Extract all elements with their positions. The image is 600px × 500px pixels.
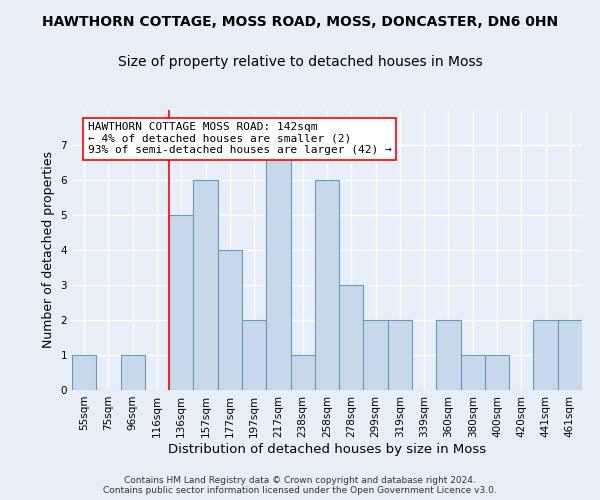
Bar (193, 180, 218, 390)
Y-axis label: Number of detached properties: Number of detached properties (42, 152, 55, 348)
Bar (169, 215, 193, 390)
X-axis label: Distribution of detached houses by size in Moss: Distribution of detached houses by size … (168, 442, 486, 456)
Bar (218, 250, 242, 390)
Bar (121, 355, 145, 390)
Text: Size of property relative to detached houses in Moss: Size of property relative to detached ho… (118, 55, 482, 69)
Bar (485, 355, 509, 390)
Text: Contains HM Land Registry data © Crown copyright and database right 2024.
Contai: Contains HM Land Registry data © Crown c… (103, 476, 497, 495)
Bar (266, 145, 290, 390)
Text: HAWTHORN COTTAGE, MOSS ROAD, MOSS, DONCASTER, DN6 0HN: HAWTHORN COTTAGE, MOSS ROAD, MOSS, DONCA… (42, 15, 558, 29)
Bar (364, 320, 388, 390)
Text: HAWTHORN COTTAGE MOSS ROAD: 142sqm
← 4% of detached houses are smaller (2)
93% o: HAWTHORN COTTAGE MOSS ROAD: 142sqm ← 4% … (88, 122, 392, 156)
Bar (388, 320, 412, 390)
Bar (461, 355, 485, 390)
Bar (72, 355, 96, 390)
Bar (315, 180, 339, 390)
Bar (558, 320, 582, 390)
Bar (339, 285, 364, 390)
Bar (242, 320, 266, 390)
Bar (533, 320, 558, 390)
Bar (436, 320, 461, 390)
Bar (290, 355, 315, 390)
